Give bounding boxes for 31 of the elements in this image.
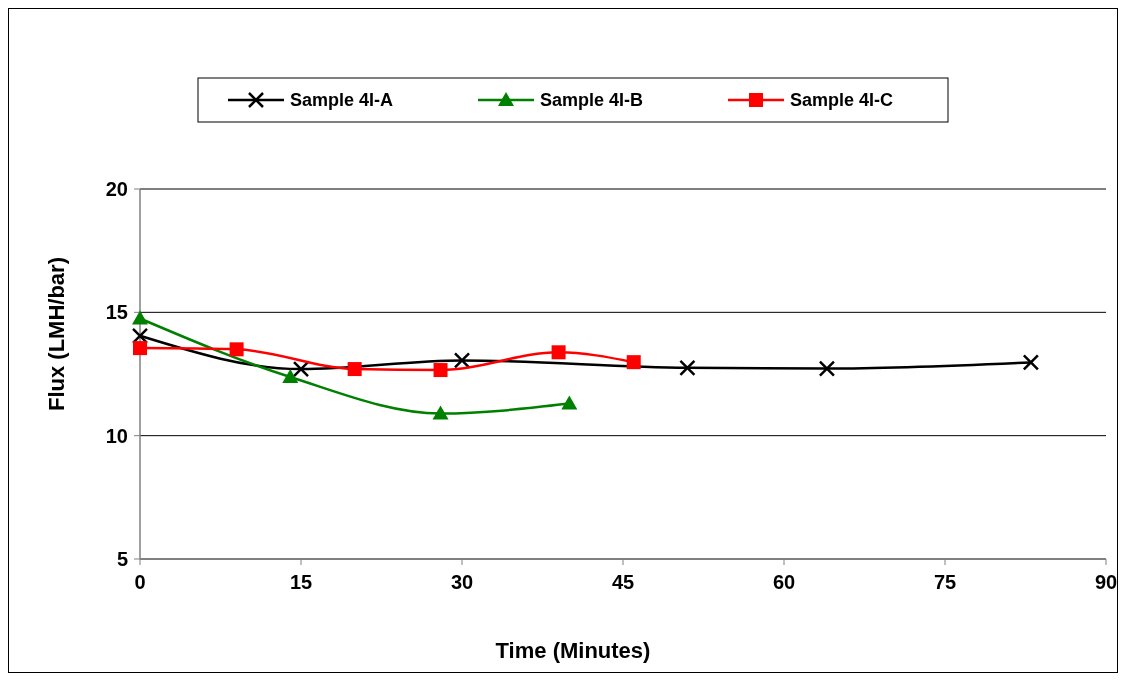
point — [282, 368, 299, 383]
point — [133, 341, 147, 356]
point — [432, 405, 449, 420]
y-tick-label: 15 — [105, 301, 128, 324]
y-tick-label: 20 — [105, 178, 128, 200]
point — [131, 327, 149, 345]
y-tick-label: 5 — [116, 548, 128, 570]
y-tick-label: 10 — [105, 424, 128, 447]
x-axis-title: Time (Minutes) — [495, 638, 651, 663]
x-tick-label: 0 — [134, 571, 146, 593]
point — [229, 342, 244, 357]
legend-label: Sample 4I-B — [540, 90, 644, 111]
x-tick-label: 15 — [289, 571, 313, 593]
point — [679, 359, 696, 377]
point — [818, 360, 836, 377]
point — [292, 360, 310, 378]
point — [561, 395, 578, 410]
legend-label: Sample 4I-A — [290, 90, 394, 111]
point — [433, 363, 448, 378]
x-tick-label: 30 — [450, 571, 474, 593]
legend-label: Sample 4I-C — [790, 90, 894, 111]
x-tick-label: 90 — [1094, 571, 1118, 593]
point — [626, 355, 641, 370]
y-axis-title: Flux (LMH/bar) — [44, 257, 69, 411]
x-tick-label: 60 — [772, 571, 796, 593]
point — [347, 362, 362, 377]
x-tick-label: 45 — [611, 571, 635, 593]
point — [551, 345, 566, 360]
point — [1022, 354, 1040, 371]
x-tick-label: 75 — [933, 571, 957, 593]
point — [132, 310, 148, 325]
